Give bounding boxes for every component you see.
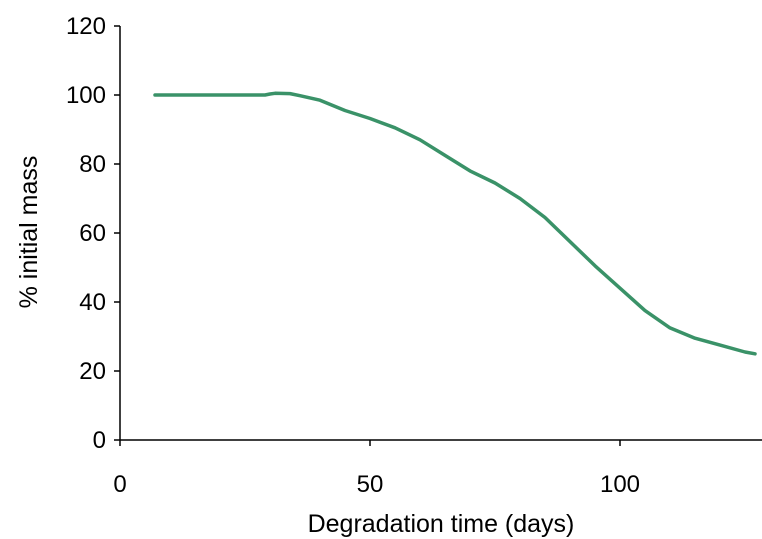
x-tick-labels: 0 50 100 [113, 471, 640, 498]
x-tick-label: 0 [113, 471, 126, 498]
x-axis-label: Degradation time (days) [308, 510, 575, 538]
y-tick-label: 60 [79, 220, 106, 247]
y-tick-label: 20 [79, 358, 106, 385]
series-layer [153, 91, 757, 356]
y-tick-label: 0 [93, 427, 106, 454]
series-line-0 [153, 91, 757, 356]
x-tick-label: 100 [600, 471, 640, 498]
y-tick-label: 100 [66, 82, 106, 109]
axes [114, 25, 762, 446]
x-tick-label: 50 [357, 471, 384, 498]
y-tick-label: 80 [79, 151, 106, 178]
y-tick-label: 40 [79, 289, 106, 316]
y-tick-labels: 0 20 40 60 80 100 120 [66, 13, 106, 454]
y-axis-label: % initial mass [15, 156, 43, 309]
y-tick-label: 120 [66, 13, 106, 40]
